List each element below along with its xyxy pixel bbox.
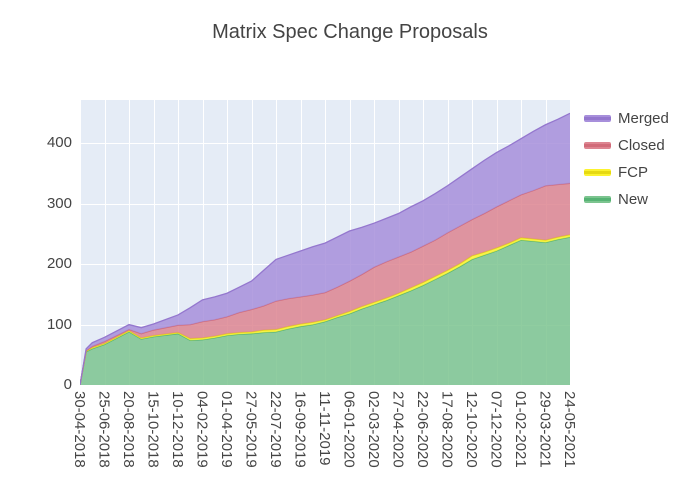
legend-swatch-icon <box>584 169 611 176</box>
x-tick-label: 10-12-2018 <box>169 391 186 468</box>
area-series <box>80 112 570 385</box>
x-tick-label: 27-05-2019 <box>242 391 260 468</box>
legend-item-closed[interactable]: Closed <box>584 132 669 159</box>
area-closed <box>80 183 570 385</box>
legend-label: Merged <box>618 110 669 127</box>
x-tick-label: 07-12-2020 <box>487 391 505 468</box>
x-tick-label: 02-03-2020 <box>365 391 382 468</box>
y-tick-label: 100 <box>46 315 72 333</box>
x-tick-label: 29-03-2021 <box>536 391 554 468</box>
x-tick-label: 11-11-2019 <box>316 391 333 466</box>
area-new <box>80 237 570 385</box>
y-tick-label: 0 <box>63 376 72 393</box>
y-tick-label: 200 <box>46 255 72 273</box>
x-tick-label: 12-10-2020 <box>463 391 480 468</box>
x-tick-label: 01-02-2021 <box>512 391 529 468</box>
legend-swatch-icon <box>584 196 611 203</box>
y-tick-label: 400 <box>46 134 72 152</box>
x-tick-label: 30-04-2018 <box>71 391 88 468</box>
legend-swatch-icon <box>584 142 611 149</box>
x-tick-label: 25-06-2018 <box>95 391 113 468</box>
x-tick-label: 22-06-2020 <box>414 391 431 468</box>
legend-item-new[interactable]: New <box>584 186 669 213</box>
x-tick-label: 01-04-2019 <box>218 391 235 468</box>
x-tick-label: 27-04-2020 <box>389 391 407 468</box>
legend-label: Closed <box>618 137 665 154</box>
x-tick-label: 20-08-2018 <box>120 391 137 468</box>
chart-title: Matrix Spec Change Proposals <box>212 21 488 43</box>
legend: Merged Closed FCP New <box>584 105 669 213</box>
x-tick-label: 24-05-2021 <box>561 391 578 468</box>
legend-label: FCP <box>618 164 648 181</box>
x-tick-label: 15-10-2018 <box>144 391 162 468</box>
x-tick-label: 17-08-2020 <box>438 391 456 468</box>
legend-swatch-icon <box>584 115 611 122</box>
x-tick-label: 06-01-2020 <box>340 391 358 468</box>
x-tick-label: 16-09-2019 <box>291 391 309 468</box>
legend-label: New <box>618 191 649 208</box>
area-fcp <box>80 234 570 385</box>
x-tick-label: 22-07-2019 <box>267 391 284 468</box>
legend-item-merged[interactable]: Merged <box>584 105 669 132</box>
line-merged <box>80 112 570 385</box>
area-merged <box>80 113 570 385</box>
legend-item-fcp[interactable]: FCP <box>584 159 669 186</box>
x-tick-label: 04-02-2019 <box>193 391 211 468</box>
y-tick-label: 300 <box>46 194 72 212</box>
